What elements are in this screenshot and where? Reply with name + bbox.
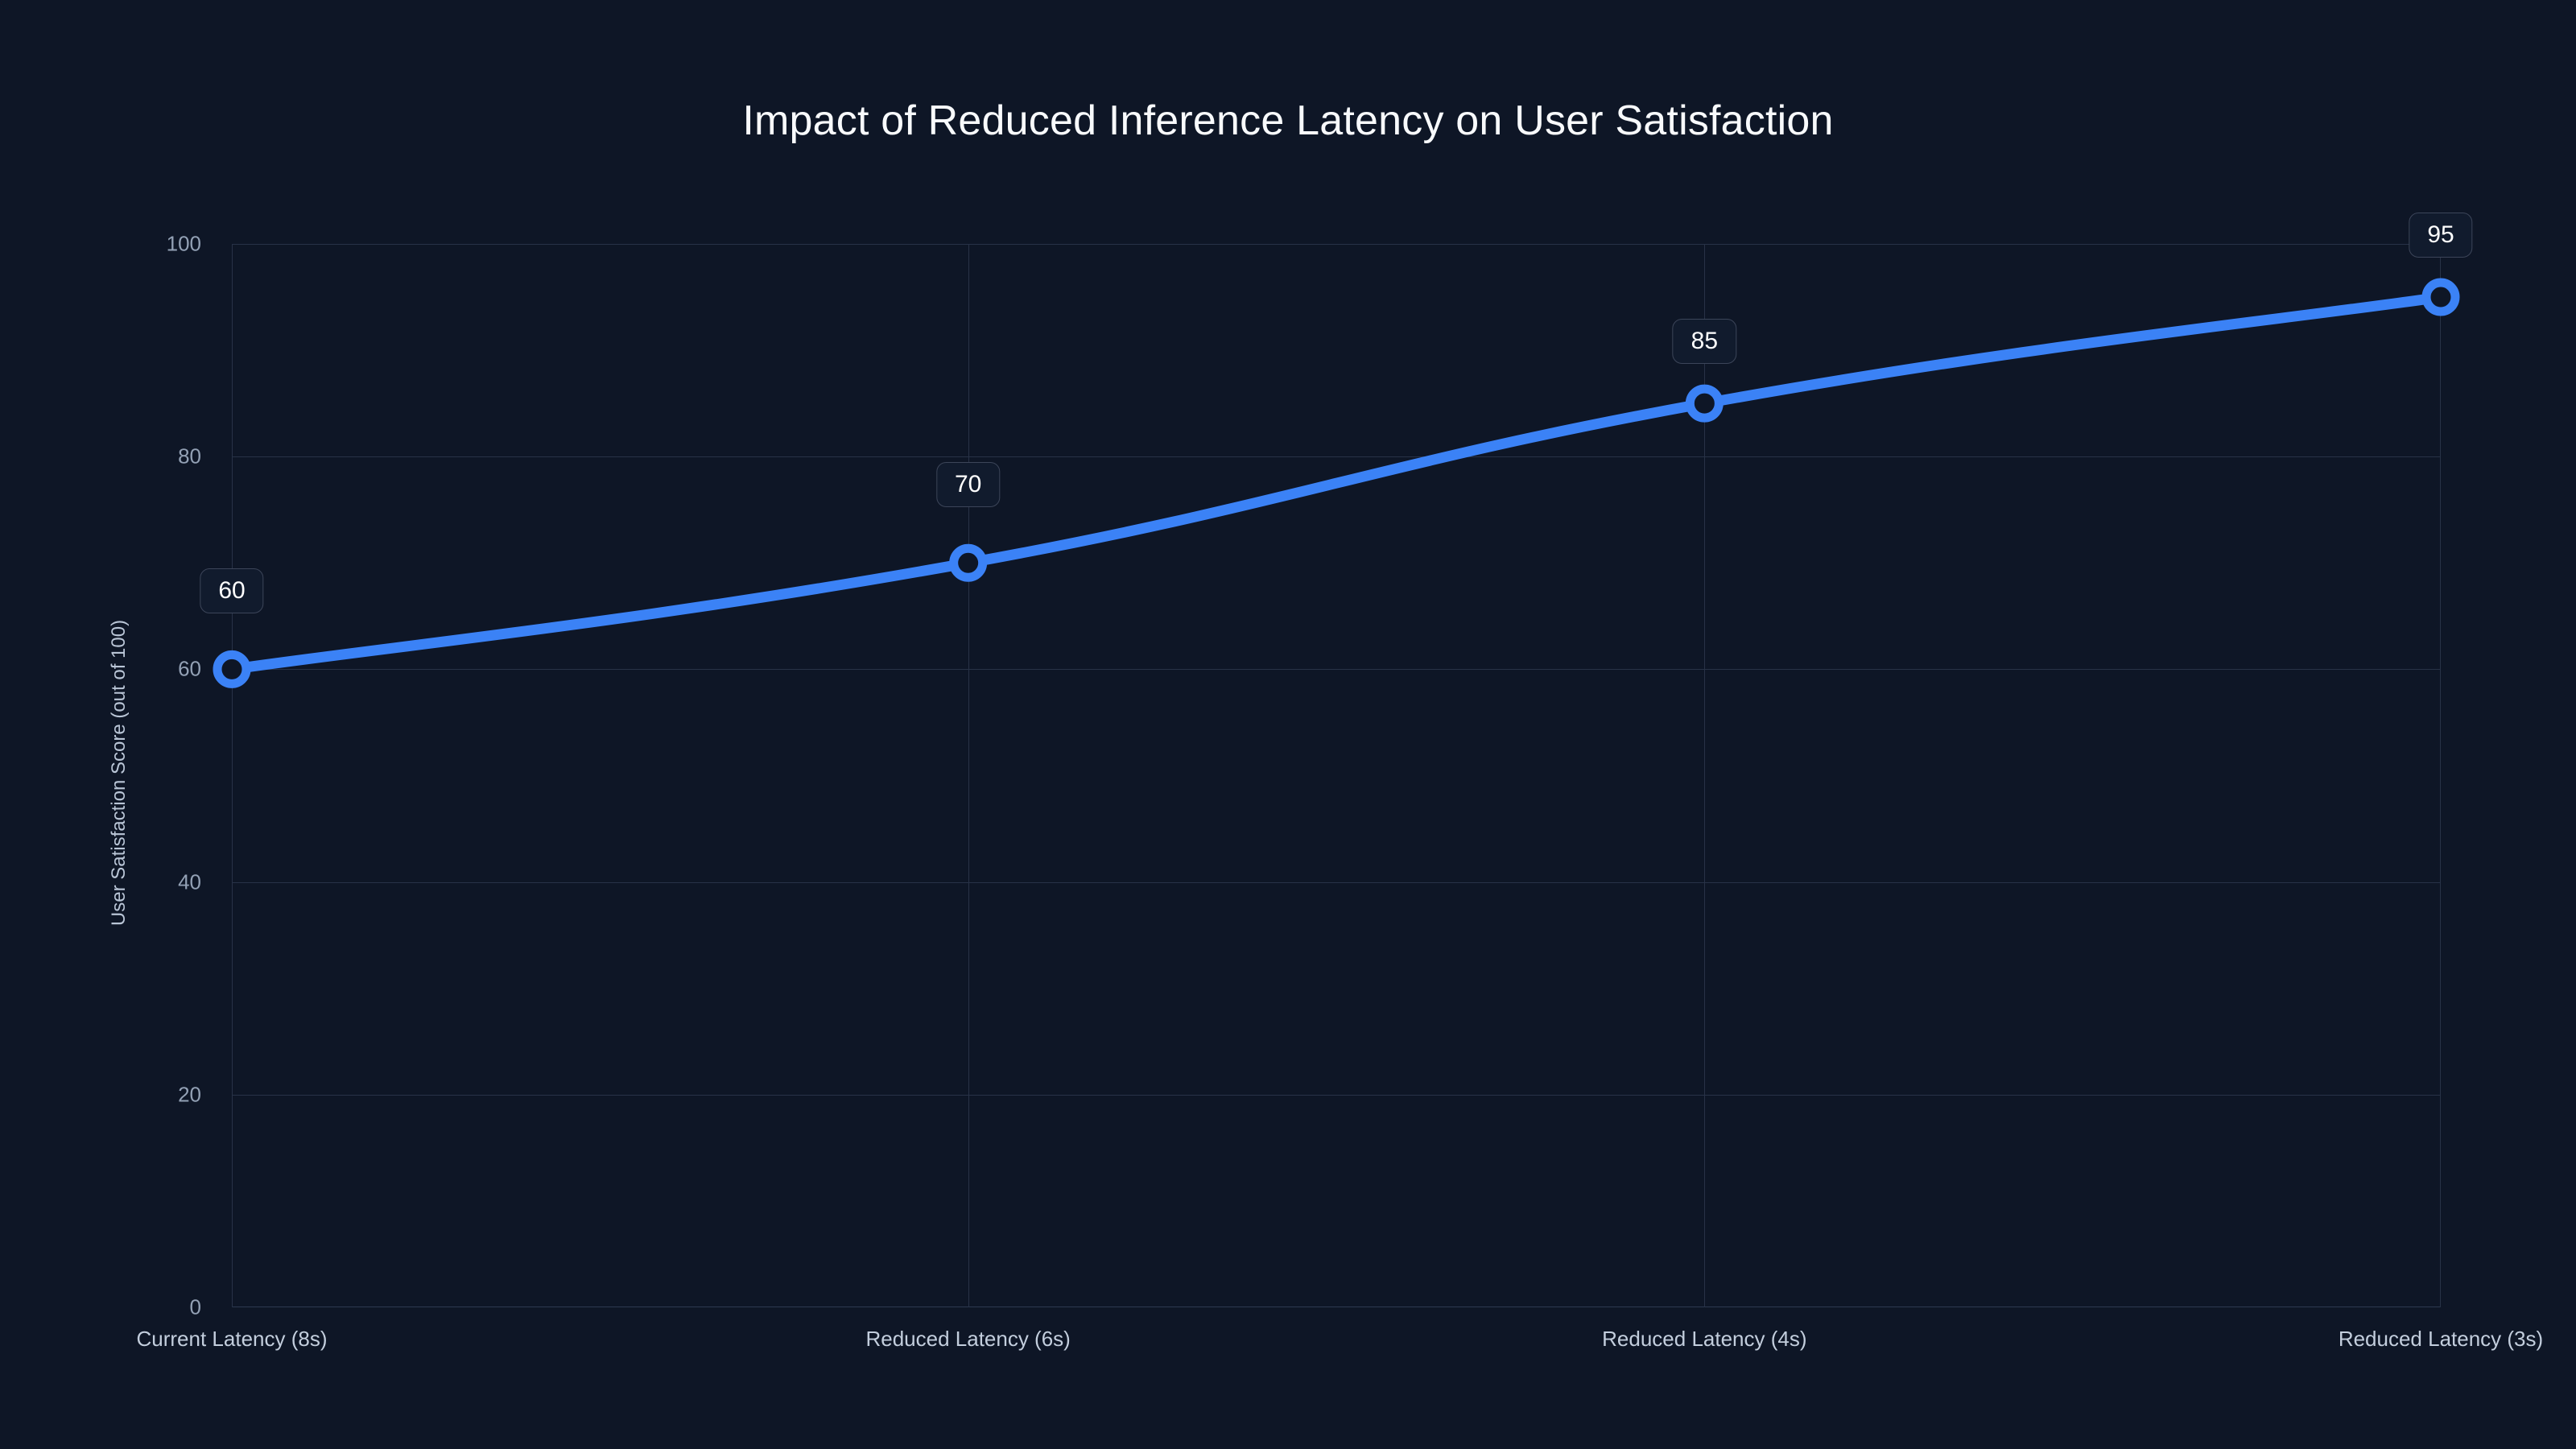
gridline-h-80 xyxy=(232,456,2441,458)
gridline-v-3 xyxy=(2440,244,2441,1307)
y-tick-label-40: 40 xyxy=(178,869,201,894)
x-tick-label-3: Reduced Latency (3s) xyxy=(2338,1327,2544,1351)
x-tick-label-1: Reduced Latency (6s) xyxy=(865,1327,1071,1351)
y-tick-label-100: 100 xyxy=(166,231,201,256)
x-tick-label-0: Current Latency (8s) xyxy=(136,1327,328,1351)
y-tick-label-20: 20 xyxy=(178,1082,201,1107)
chart-title: Impact of Reduced Inference Latency on U… xyxy=(742,97,1834,144)
y-tick-label-60: 60 xyxy=(178,656,201,681)
gridline-h-40 xyxy=(232,881,2441,883)
y-tick-label-80: 80 xyxy=(178,444,201,469)
gridline-v-1 xyxy=(968,244,969,1307)
data-point-label-1: 70 xyxy=(935,462,1001,507)
gridline-v-2 xyxy=(1704,244,1706,1307)
data-point-label-3: 95 xyxy=(2409,213,2473,258)
x-tick-label-2: Reduced Latency (4s) xyxy=(1602,1327,1807,1351)
gridline-h-100 xyxy=(232,244,2441,245)
data-point-label-2: 85 xyxy=(1672,319,1737,364)
gridline-v-0 xyxy=(232,244,233,1307)
gridline-h-20 xyxy=(232,1094,2441,1096)
gridline-h-60 xyxy=(232,669,2441,671)
data-point-label-0: 60 xyxy=(200,568,264,613)
y-tick-label-0: 0 xyxy=(189,1294,201,1319)
plot-area xyxy=(232,244,2441,1307)
